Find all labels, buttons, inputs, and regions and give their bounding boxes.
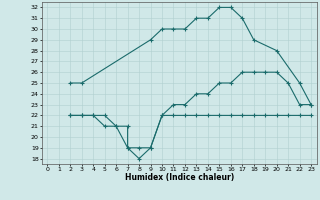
X-axis label: Humidex (Indice chaleur): Humidex (Indice chaleur) xyxy=(124,173,234,182)
